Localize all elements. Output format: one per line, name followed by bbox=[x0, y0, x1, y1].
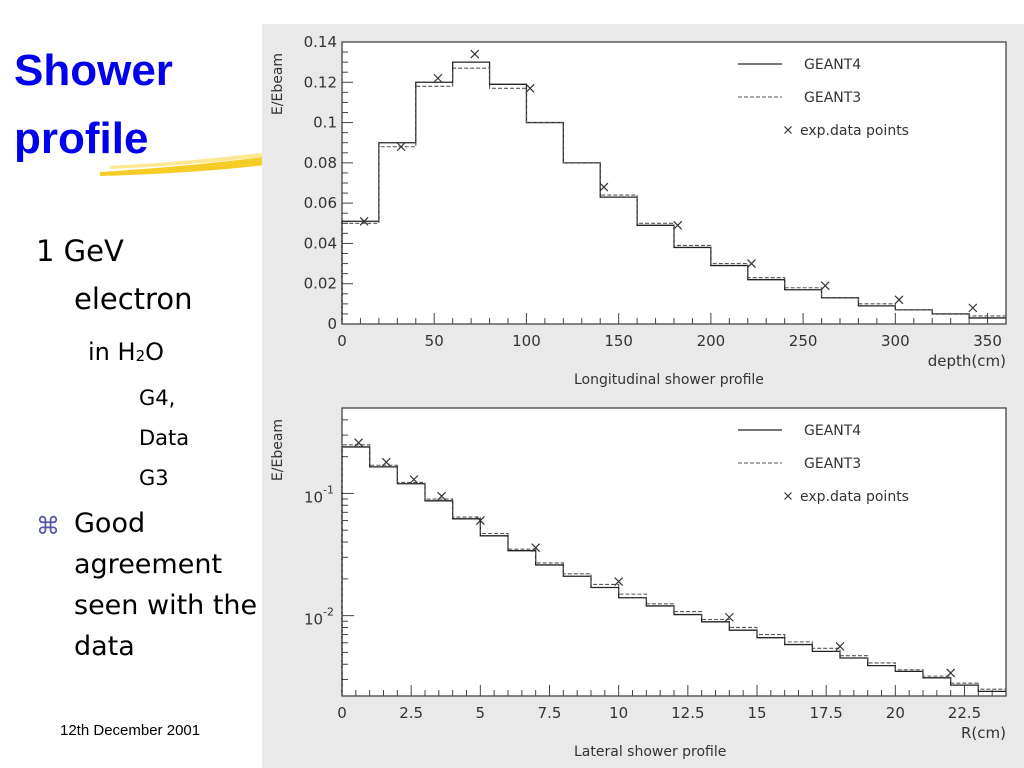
good-agreement-line-2: agreement bbox=[74, 549, 223, 580]
x-tick-label: 100 bbox=[512, 332, 541, 350]
y-tick-label: 0.04 bbox=[304, 234, 337, 252]
legend-label: GEANT4 bbox=[804, 423, 861, 439]
x-tick-label: 5 bbox=[476, 704, 486, 722]
data-point bbox=[614, 577, 624, 586]
data-point bbox=[946, 668, 956, 678]
x-tick-label: 17.5 bbox=[809, 704, 842, 722]
data-point bbox=[396, 142, 406, 152]
y-tick-label: 10-2 bbox=[304, 606, 334, 629]
y-tick-exponent: -2 bbox=[323, 606, 334, 619]
data-point bbox=[475, 516, 485, 525]
medium-suffix: O bbox=[145, 338, 164, 366]
data-point bbox=[835, 641, 845, 651]
y-tick-label: 0 bbox=[327, 315, 337, 333]
data-point bbox=[599, 182, 609, 192]
y-tick-label: 10-1 bbox=[304, 483, 334, 506]
x-tick-label: 2.5 bbox=[399, 704, 423, 722]
x-tick-label: 7.5 bbox=[538, 704, 562, 722]
yellow-swoosh-decoration bbox=[100, 142, 340, 176]
x-tick-label: 250 bbox=[789, 332, 818, 350]
data-point bbox=[747, 259, 756, 268]
data-point bbox=[354, 438, 364, 448]
data-point bbox=[470, 49, 480, 59]
footer-date: 12th December 2001 bbox=[60, 722, 201, 739]
medium-subscript: 2 bbox=[135, 347, 146, 365]
x-tick-label: 300 bbox=[881, 332, 910, 350]
x-tick-label: 0 bbox=[337, 332, 347, 350]
data-point bbox=[724, 612, 734, 622]
x-tick-label: 22.5 bbox=[948, 704, 981, 722]
y-axis-label: E/Ebeam bbox=[270, 419, 286, 481]
chart-2: 0 2.5 5 7.5 10 12.5 15 17.5 20 22.510-210-1E/Ebea… bbox=[270, 407, 1007, 760]
x-tick-label: 20 bbox=[886, 704, 905, 722]
legend-label: exp.data points bbox=[800, 123, 909, 139]
data-point bbox=[525, 83, 535, 93]
shower-profile-charts: 0 50 100 150 200 250 300 35000.020.040.060.080.… bbox=[270, 33, 1007, 760]
y-tick-exponent: -1 bbox=[323, 483, 334, 496]
x-tick-label: 50 bbox=[425, 332, 444, 350]
good-agreement-line-4: data bbox=[74, 631, 135, 662]
series-line-geant3 bbox=[341, 444, 1006, 696]
y-tick-label: 0.08 bbox=[304, 154, 337, 172]
x-tick-label: 0 bbox=[337, 704, 347, 722]
bullet-g4: G4, bbox=[139, 386, 176, 410]
bullet-data: Data bbox=[139, 426, 190, 450]
y-tick-label: 0.12 bbox=[304, 73, 337, 91]
x-tick-label: 15 bbox=[747, 704, 766, 722]
data-point bbox=[673, 220, 683, 230]
legend-label: GEANT3 bbox=[804, 456, 861, 472]
chart-title: Longitudinal shower profile bbox=[574, 372, 764, 388]
x-tick-label: 350 bbox=[973, 332, 1002, 350]
data-point bbox=[409, 475, 419, 484]
slide-title-line-2: profile bbox=[14, 114, 149, 163]
bullet-electron-line-2: electron bbox=[74, 282, 193, 316]
data-point bbox=[437, 491, 447, 501]
good-agreement-line-1: Good bbox=[74, 508, 146, 539]
legend-marker-x bbox=[784, 492, 792, 500]
good-agreement-line-3: seen with the bbox=[74, 590, 258, 621]
bullet-medium: in H2O bbox=[88, 338, 164, 366]
y-tick-label: 0.02 bbox=[304, 275, 337, 293]
x-tick-label: 200 bbox=[697, 332, 726, 350]
legend-marker-x bbox=[784, 126, 792, 134]
y-tick-label: 0.1 bbox=[313, 114, 337, 132]
plot-frame bbox=[341, 41, 1007, 325]
y-tick-label: 0.14 bbox=[304, 33, 337, 51]
legend-label: GEANT4 bbox=[804, 57, 861, 73]
figure-panel: 0 50 100 150 200 250 300 350 0 0.02 0.04 0.06 0.08 0.… bbox=[262, 24, 1024, 768]
data-point bbox=[820, 281, 830, 291]
data-point bbox=[433, 73, 443, 83]
medium-prefix: in H bbox=[88, 338, 136, 366]
legend-label: GEANT3 bbox=[804, 90, 861, 106]
data-point bbox=[968, 303, 978, 313]
data-point bbox=[381, 457, 391, 467]
command-bullet-icon: ⌘ bbox=[36, 512, 60, 540]
data-point bbox=[894, 295, 904, 305]
y-tick-base: 10 bbox=[304, 488, 323, 506]
plot-frame bbox=[341, 407, 1007, 697]
y-tick-base: 10 bbox=[304, 611, 323, 629]
bullet-electron-line-1: 1 GeV bbox=[36, 234, 124, 268]
data-point bbox=[531, 543, 541, 553]
y-tick-label: 0.06 bbox=[304, 194, 337, 212]
legend-label: exp.data points bbox=[800, 489, 909, 505]
chart-1: 0 50 100 150 200 250 300 350 0 0.02 0.04 0.06 0.08 0.… bbox=[270, 33, 1007, 388]
x-axis-label: depth(cm) bbox=[928, 352, 1006, 370]
data-point bbox=[359, 216, 369, 226]
slide-title-line-1: Shower bbox=[14, 46, 173, 95]
x-tick-label: 10 bbox=[609, 704, 628, 722]
bullet-g3: G3 bbox=[139, 466, 169, 490]
x-tick-label: 150 bbox=[604, 332, 633, 350]
x-axis-label: R(cm) bbox=[961, 724, 1006, 742]
x-tick-label: 12.5 bbox=[671, 704, 704, 722]
y-axis-label: E/Ebeam bbox=[270, 53, 286, 115]
chart-title: Lateral shower profile bbox=[574, 744, 726, 760]
